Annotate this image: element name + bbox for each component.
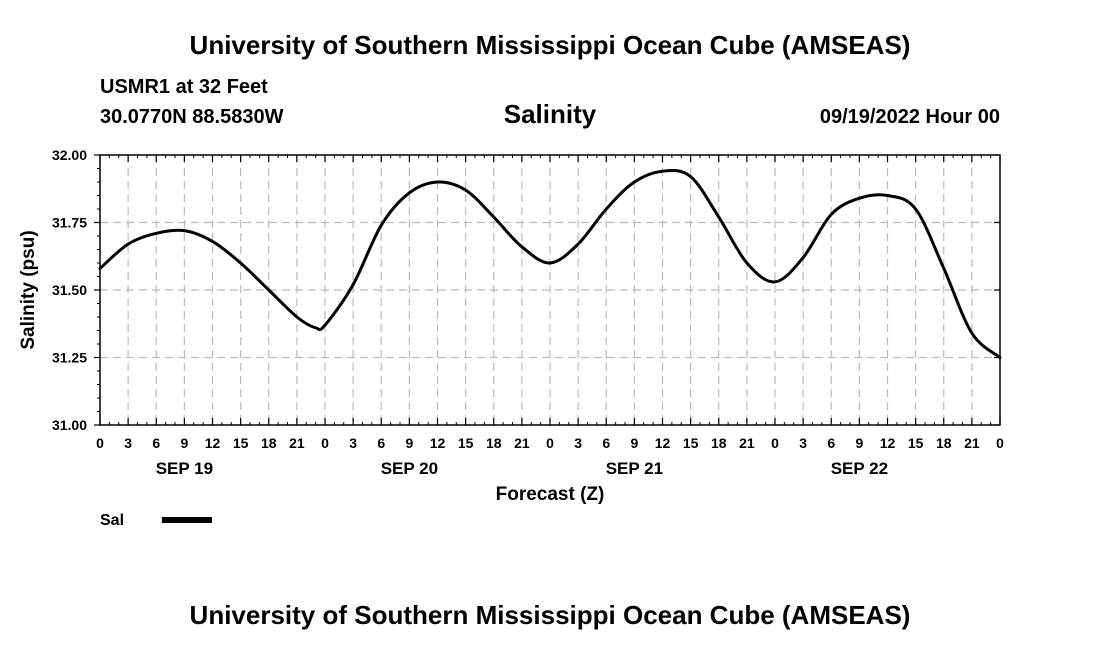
x-tick-label: 15 <box>458 435 474 451</box>
x-tick-label: 9 <box>180 435 188 451</box>
x-tick-label: 0 <box>96 435 104 451</box>
x-tick-label: 9 <box>630 435 638 451</box>
series-line-sal <box>98 168 1002 359</box>
y-tick-labels: 31.00 31.25 31.50 31.75 32.00 <box>52 147 87 433</box>
x-tick-label: 0 <box>321 435 329 451</box>
y-tick-label: 31.50 <box>52 282 87 298</box>
plot-frame <box>99 154 1001 426</box>
top-title: University of Southern Mississippi Ocean… <box>189 30 911 60</box>
chart-title: Salinity <box>503 99 597 129</box>
x-tick-label: 18 <box>936 435 952 451</box>
x-tick-label: 12 <box>880 435 896 451</box>
x-tick-label: 0 <box>771 435 779 451</box>
x-tick-label: 21 <box>964 435 980 451</box>
y-tick-label: 31.25 <box>52 350 87 366</box>
y-axis-title: Salinity (psu) <box>18 230 39 349</box>
x-tick-label: 3 <box>574 435 582 451</box>
y-tick-label: 31.75 <box>52 215 87 231</box>
x-tick-label: 12 <box>655 435 671 451</box>
station-label: USMR1 at 32 Feet <box>100 76 268 98</box>
x-tick-label: 18 <box>711 435 727 451</box>
date-label: SEP 21 <box>606 459 663 478</box>
x-tick-label: 15 <box>683 435 699 451</box>
date-label: SEP 20 <box>381 459 438 478</box>
x-axis-title: Forecast (Z) <box>496 484 605 505</box>
x-tick-label: 12 <box>430 435 446 451</box>
y-tick-label: 31.00 <box>52 417 87 433</box>
x-tick-labels: 0 3 6 9 12 15 18 21 0 3 6 9 12 15 18 21 0 3 6 9 12 15 18 21 0 3 6 9… <box>96 435 1004 451</box>
x-tick-label: 21 <box>289 435 305 451</box>
x-tick-label: 0 <box>546 435 554 451</box>
grid-lines <box>100 155 1000 425</box>
x-tick-label: 6 <box>152 435 160 451</box>
y-tick-label: 32.00 <box>52 147 87 163</box>
x-tick-label: 12 <box>205 435 221 451</box>
x-tick-label: 15 <box>908 435 924 451</box>
x-tick-label: 18 <box>261 435 277 451</box>
x-tick-label: 21 <box>514 435 530 451</box>
date-labels: SEP 19 SEP 20 SEP 21 SEP 22 <box>156 459 888 478</box>
x-tick-label: 3 <box>349 435 357 451</box>
x-tick-label: 3 <box>799 435 807 451</box>
bottom-title: University of Southern Mississippi Ocean… <box>189 600 911 630</box>
x-tick-label: 21 <box>739 435 755 451</box>
x-tick-label: 6 <box>827 435 835 451</box>
x-tick-label: 18 <box>486 435 502 451</box>
x-tick-label: 0 <box>996 435 1004 451</box>
x-tick-label: 6 <box>602 435 610 451</box>
datetime-label: 09/19/2022 Hour 00 <box>819 106 1000 128</box>
x-tick-label: 9 <box>405 435 413 451</box>
legend-label: Sal <box>100 512 124 529</box>
x-tick-label: 15 <box>233 435 249 451</box>
x-tick-label: 9 <box>855 435 863 451</box>
legend-swatch <box>162 517 212 523</box>
date-label: SEP 19 <box>156 459 213 478</box>
x-tick-label: 6 <box>377 435 385 451</box>
date-label: SEP 22 <box>831 459 888 478</box>
coordinates-label: 30.0770N 88.5830W <box>100 106 284 128</box>
x-tick-label: 3 <box>124 435 132 451</box>
